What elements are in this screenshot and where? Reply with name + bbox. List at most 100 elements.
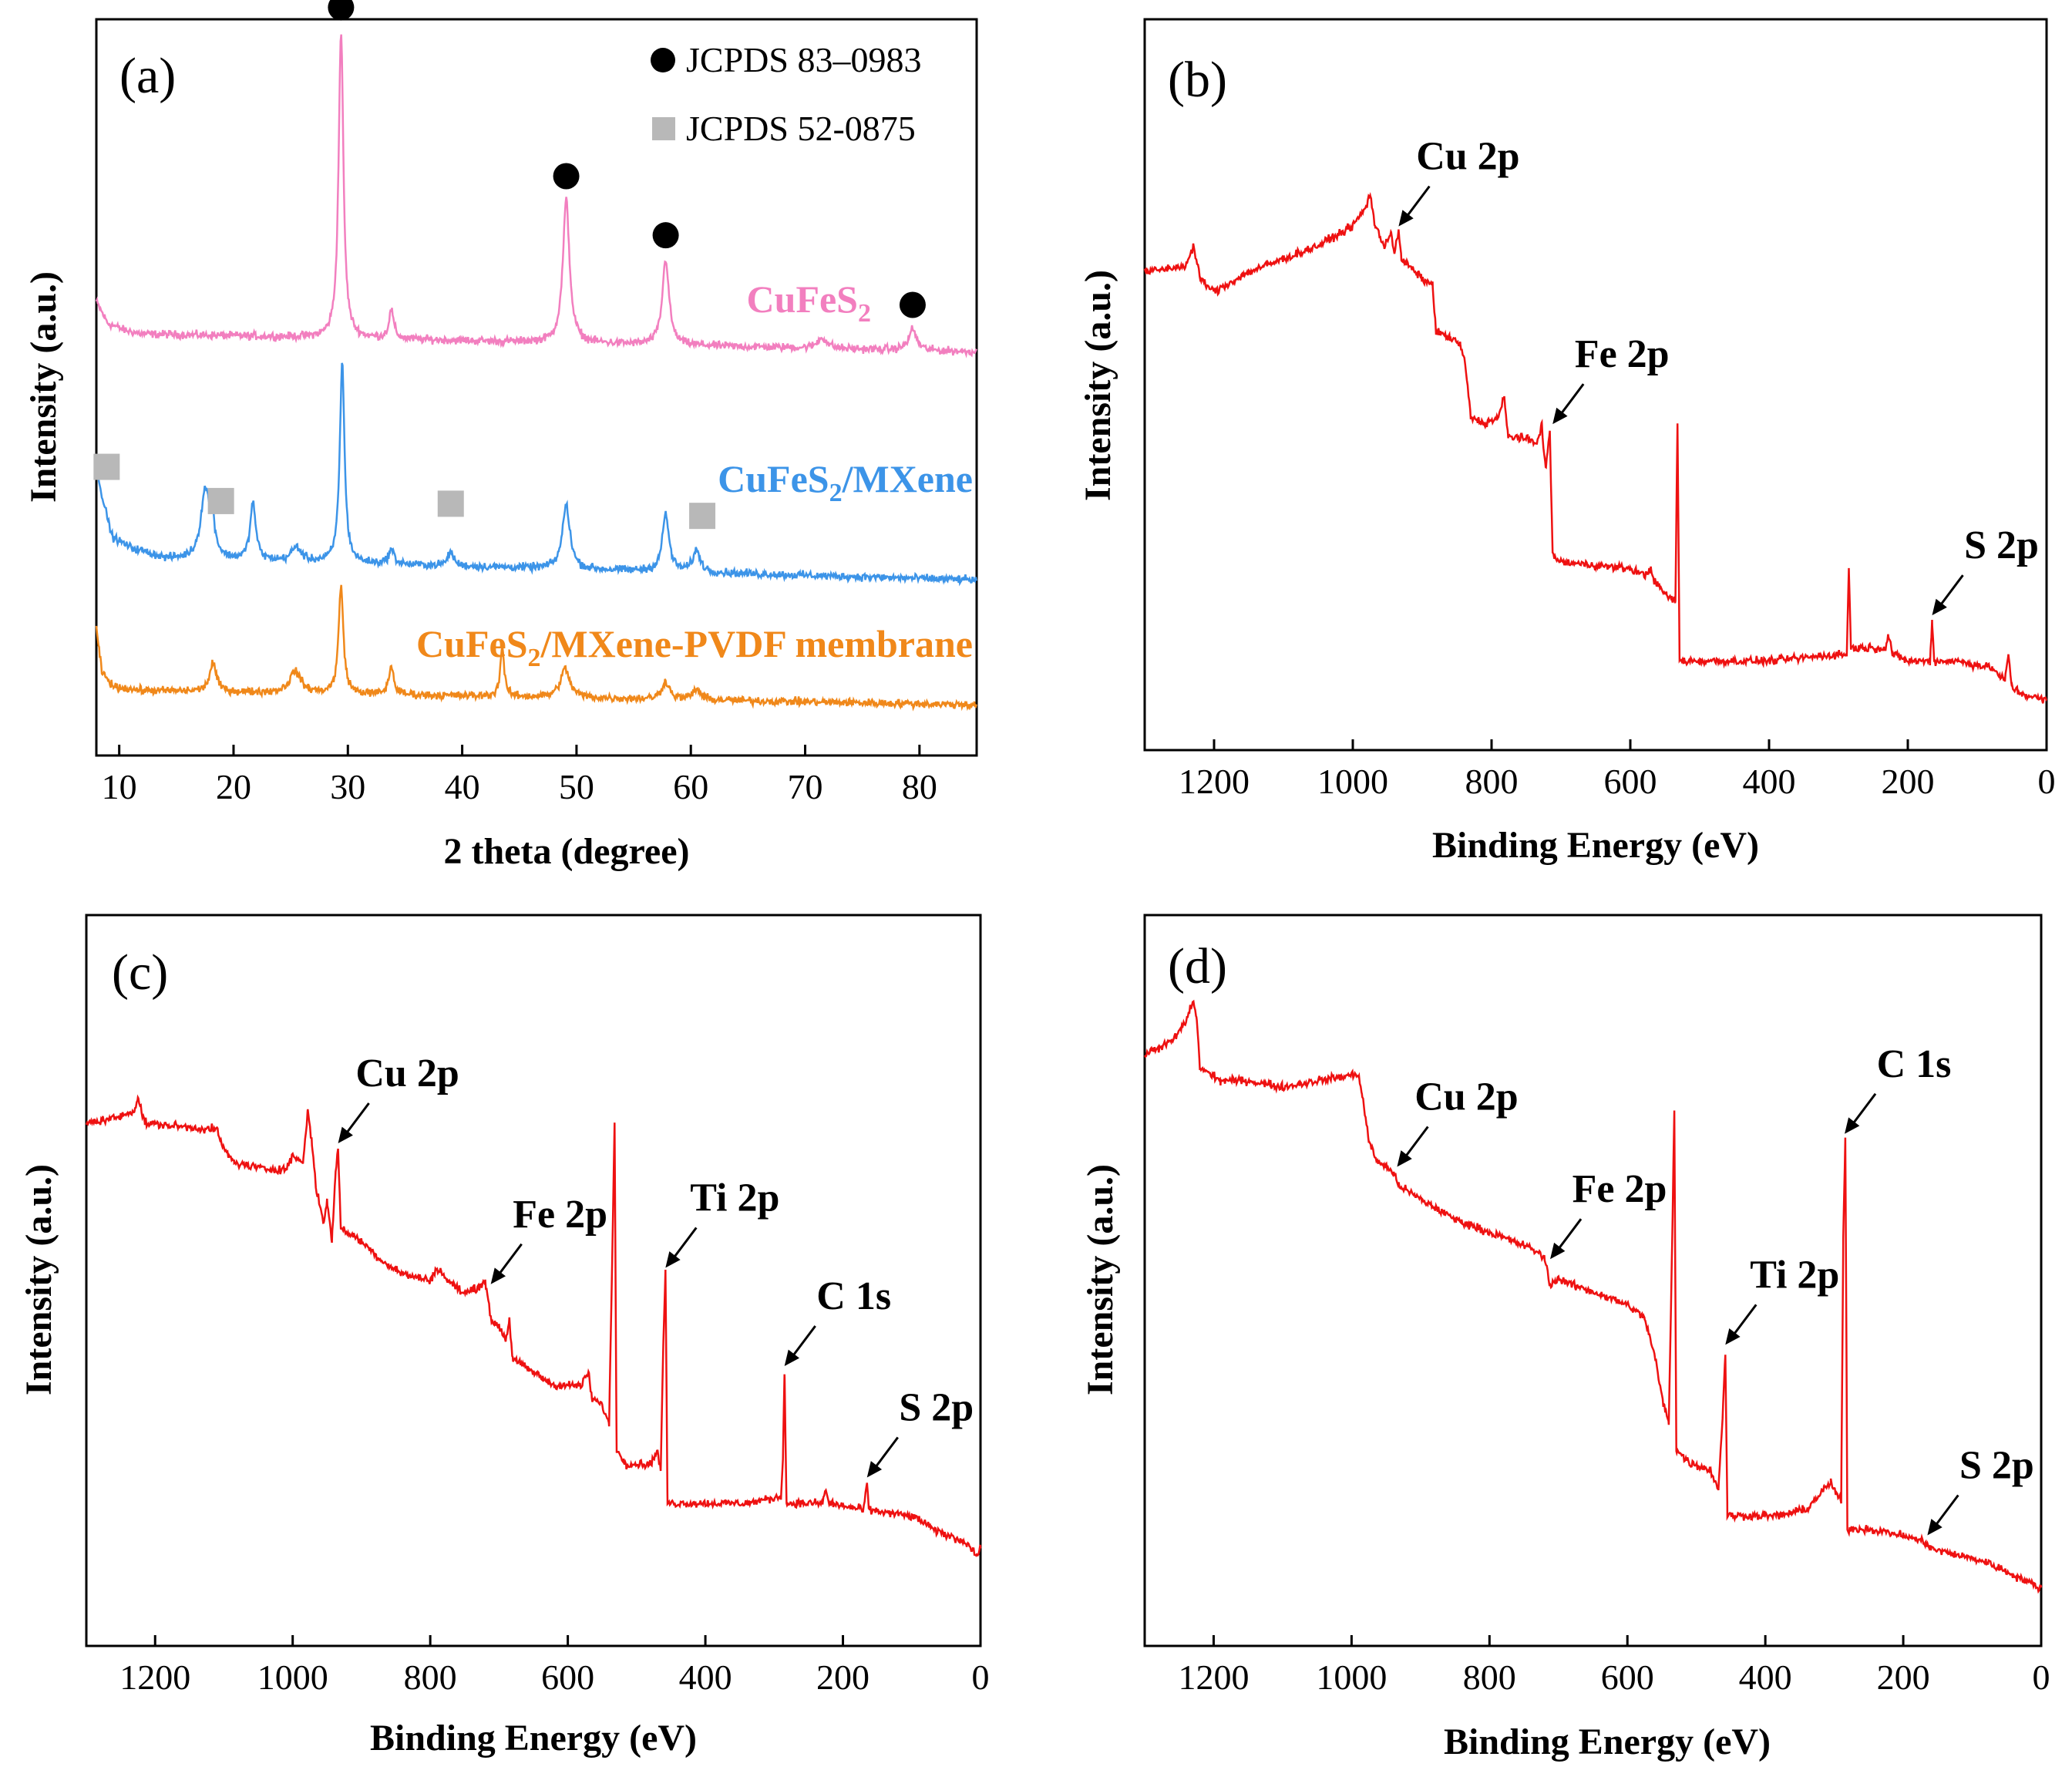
peak-label-ti-2p: Ti 2p: [1750, 1253, 1839, 1297]
x-tick-label: 60: [673, 767, 708, 806]
panel-a-ylabel: Intensity (a.u.): [23, 271, 64, 503]
x-tick-label: 1000: [1317, 762, 1388, 801]
panel-b-ylabel: Intensity (a.u.): [1078, 270, 1118, 501]
annotation-arrowhead: [1927, 1519, 1942, 1536]
x-tick-label: 200: [816, 1657, 870, 1697]
peak-label-ti-2p: Ti 2p: [690, 1176, 779, 1220]
panel-a-series-labels: CuFeS2 CuFeS2/MXene CuFeS2/MXene-PVDF me…: [416, 278, 973, 672]
series-line-1: [95, 362, 977, 587]
panel-b-annotations: Cu 2p Fe 2p S 2p: [1398, 135, 2039, 616]
annotation-arrowhead: [1550, 1242, 1566, 1260]
x-tick-label: 30: [330, 767, 365, 806]
x-tick-label: 200: [1882, 762, 1935, 801]
annotation-arrowhead: [1845, 1117, 1860, 1134]
x-tick-label: 600: [1601, 1657, 1654, 1697]
x-tick-label: 1200: [1179, 762, 1250, 801]
panel-d-xps: 1200 1000 800 600 400 200 0 Cu 2p Fe 2p Ti 2p C 1…: [1080, 914, 2050, 1762]
peak-label-fe-2p: Fe 2p: [1575, 332, 1670, 376]
phase-marker-circle: [553, 163, 580, 190]
x-tick-label: 1200: [1178, 1657, 1249, 1697]
peak-label-cu-2p: Cu 2p: [355, 1052, 459, 1095]
series-label-membrane-name: CuFeS: [416, 622, 527, 665]
panel-a-xlabel: 2 theta (degree): [444, 831, 690, 872]
x-tick-label: 200: [1877, 1657, 1930, 1697]
series-label-cufes2-name: CuFeS: [747, 278, 858, 321]
peak-label-s-2p: S 2p: [1964, 523, 2039, 567]
series-label-cufes2-mxene-suffix: /MXene: [842, 457, 973, 500]
x-tick-label: 1200: [119, 1657, 190, 1697]
annotation-arrowhead: [1725, 1328, 1741, 1345]
peak-label-cu-2p: Cu 2p: [1416, 135, 1519, 179]
series-label-membrane: CuFeS2/MXene-PVDF membrane: [416, 622, 973, 672]
panel-d-x-ticks: 1200 1000 800 600 400 200 0: [1178, 1635, 2050, 1697]
peak-label-s-2p: S 2p: [1959, 1443, 2034, 1487]
annotation-arrowhead: [866, 1461, 883, 1478]
x-tick-label: 1000: [1316, 1657, 1387, 1697]
annotation-arrowhead: [338, 1126, 353, 1143]
x-tick-label: 70: [788, 767, 823, 806]
legend-jcpds-83-0983: JCPDS 83–0983: [686, 40, 921, 79]
panel-c-ylabel: Intensity (a.u.): [18, 1164, 59, 1395]
peak-label-cu-2p: Cu 2p: [1414, 1075, 1518, 1119]
panel-c-annotations: Cu 2p Fe 2p Ti 2p C 1s S 2p: [338, 1052, 974, 1478]
x-tick-label: 800: [1463, 1657, 1516, 1697]
panel-a-markers: [93, 0, 926, 530]
x-tick-label: 0: [2038, 762, 2056, 801]
phase-marker-square: [437, 490, 464, 517]
panel-c-xlabel: Binding Energy (eV): [370, 1718, 697, 1758]
annotation-arrowhead: [1552, 407, 1568, 425]
x-tick-label: 10: [102, 767, 137, 806]
panel-b-label: (b): [1168, 52, 1227, 108]
series-label-cufes2-mxene-name: CuFeS: [718, 457, 829, 500]
x-tick-label: 0: [2033, 1657, 2050, 1697]
x-tick-label: 600: [1604, 762, 1657, 801]
peak-label-fe-2p: Fe 2p: [1572, 1167, 1667, 1211]
x-tick-label: 1000: [257, 1657, 328, 1697]
x-tick-label: 80: [902, 767, 937, 806]
panel-a-xrd: 10 20 30 40 50 60 70 80 (a) JCPDS 83–0983 JCPDS…: [23, 0, 978, 872]
series-line-0: [95, 34, 977, 358]
panel-a-frame: [95, 18, 978, 757]
panel-b-x-ticks: 1200 1000 800 600 400 200 0: [1179, 739, 2056, 801]
panel-d-annotations: Cu 2p Fe 2p Ti 2p C 1s S 2p: [1397, 1042, 2034, 1536]
legend-circle-marker: [651, 48, 675, 72]
panel-a-legend: JCPDS 83–0983 JCPDS 52-0875: [651, 40, 921, 148]
peak-label-c-1s: C 1s: [1877, 1042, 1952, 1086]
panel-c-frame: [85, 914, 982, 1647]
series-label-membrane-sub: 2: [528, 644, 541, 672]
panel-c-xps: 1200 1000 800 600 400 200 0 Cu 2p Fe 2p Ti 2p C 1…: [18, 914, 990, 1758]
annotation-arrowhead: [784, 1349, 800, 1366]
panel-b-xps: 1200 1000 800 600 400 200 0 Cu 2p Fe 2p S 2p (b)…: [1078, 18, 2056, 866]
panel-d-label: (d): [1168, 938, 1227, 994]
x-tick-label: 0: [972, 1657, 990, 1697]
panel-c-label: (c): [112, 944, 168, 1001]
x-tick-label: 50: [559, 767, 594, 806]
annotation-arrowhead: [1932, 598, 1947, 616]
annotation-arrowhead: [1397, 1150, 1412, 1167]
panel-a-label: (a): [119, 48, 176, 104]
phase-marker-square: [689, 503, 716, 530]
series-label-cufes2-mxene-sub: 2: [829, 479, 843, 507]
x-tick-label: 400: [679, 1657, 732, 1697]
phase-marker-circle: [899, 291, 926, 318]
series-label-cufes2: CuFeS2: [747, 278, 871, 328]
annotation-arrowhead: [665, 1251, 681, 1268]
phase-marker-square: [93, 453, 120, 480]
series-label-membrane-suffix: /MXene-PVDF membrane: [540, 622, 973, 665]
series-line-2: [95, 584, 977, 712]
panel-c-spectrum-line: [85, 1094, 982, 1557]
x-tick-label: 400: [1739, 1657, 1792, 1697]
annotation-arrowhead: [1398, 210, 1414, 227]
panel-d-ylabel: Intensity (a.u.): [1080, 1164, 1121, 1395]
phase-marker-circle: [328, 0, 355, 21]
legend-jcpds-52-0875: JCPDS 52-0875: [686, 109, 916, 148]
x-tick-label: 400: [1743, 762, 1796, 801]
x-tick-label: 800: [1465, 762, 1519, 801]
annotation-arrowhead: [490, 1267, 506, 1284]
legend-square-marker: [652, 117, 675, 140]
panel-d-frame: [1143, 914, 2043, 1647]
panel-c-x-ticks: 1200 1000 800 600 400 200 0: [119, 1635, 990, 1697]
panel-b-frame: [1143, 18, 2048, 752]
phase-marker-circle: [652, 222, 679, 249]
x-tick-label: 20: [216, 767, 251, 806]
